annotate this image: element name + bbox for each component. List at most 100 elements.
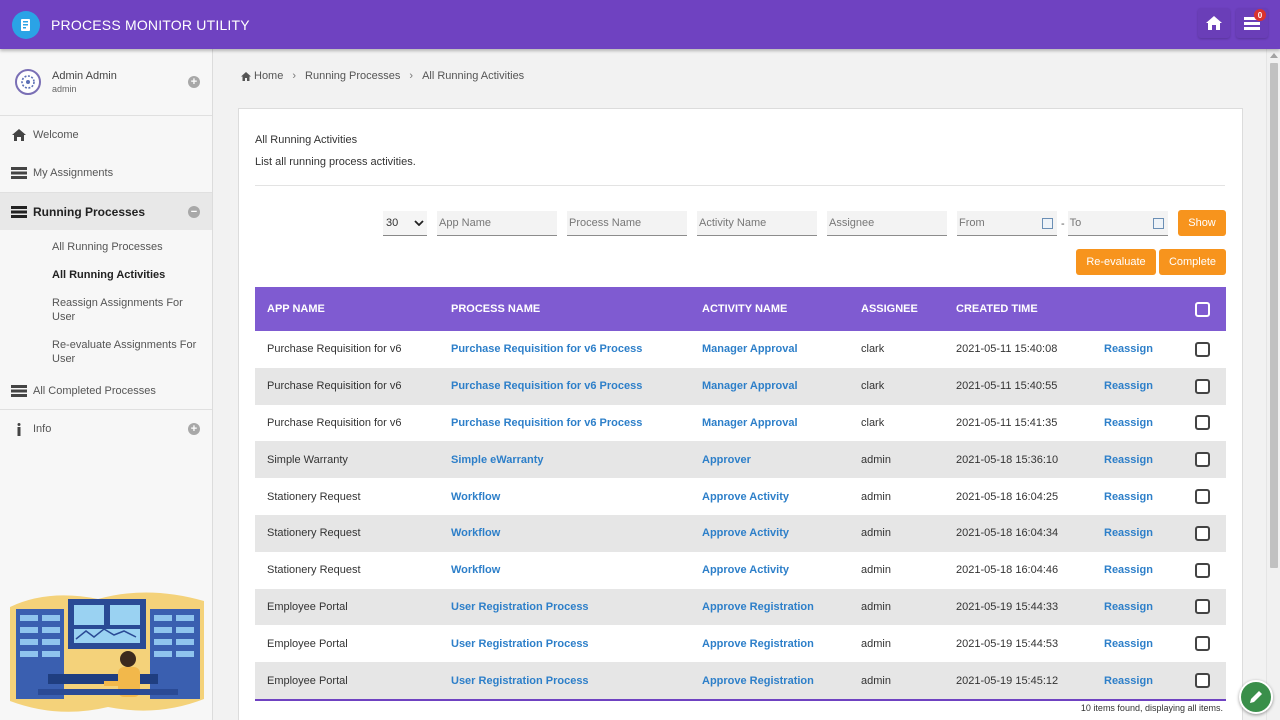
process-name-link[interactable]: Simple eWarranty xyxy=(451,453,544,466)
breadcrumb-running-processes-link[interactable]: Running Processes xyxy=(305,70,401,82)
to-date-input[interactable]: To xyxy=(1067,211,1168,236)
sidebar-subitem-all-running-processes[interactable]: All Running Processes xyxy=(52,241,163,253)
column-header-process-name[interactable]: PROCESS NAME xyxy=(451,303,541,315)
process-name-link[interactable]: Purchase Requisition for v6 Process xyxy=(451,380,643,393)
column-header-app-name[interactable]: APP NAME xyxy=(267,303,325,315)
process-name-link[interactable]: User Registration Process xyxy=(451,674,589,687)
activity-name-link[interactable]: Approve Registration xyxy=(702,637,814,650)
process-name-link[interactable]: Workflow xyxy=(451,527,501,540)
panel-title: All Running Activities xyxy=(255,134,358,146)
reassign-link[interactable]: Reassign xyxy=(1104,490,1153,503)
process-name-link[interactable]: Purchase Requisition for v6 Process xyxy=(451,343,643,356)
cell-app-name: Employee Portal xyxy=(267,600,348,613)
assignee-input[interactable]: Assignee xyxy=(827,211,947,236)
reassign-link[interactable]: Reassign xyxy=(1104,674,1153,687)
activity-name-link[interactable]: Approve Activity xyxy=(702,490,790,503)
cell-created-time: 2021-05-11 15:40:55 xyxy=(956,380,1058,393)
expand-plus-icon[interactable]: + xyxy=(188,76,200,88)
app-name-input[interactable]: App Name xyxy=(437,211,557,236)
row-checkbox[interactable] xyxy=(1194,525,1210,541)
activity-name-input[interactable]: Activity Name xyxy=(697,211,817,236)
process-name-link[interactable]: User Registration Process xyxy=(451,637,589,650)
calendar-icon[interactable] xyxy=(1152,218,1164,229)
from-date-placeholder: From xyxy=(959,217,985,229)
cell-assignee: admin xyxy=(861,453,891,466)
complete-button[interactable]: Complete xyxy=(1159,249,1226,275)
activity-name-link[interactable]: Manager Approval xyxy=(702,416,798,429)
reassign-link[interactable]: Reassign xyxy=(1104,527,1153,540)
process-name-input[interactable]: Process Name xyxy=(567,211,687,236)
sidebar-subitem-reevaluate-assignments[interactable]: Re-evaluate Assignments For User xyxy=(52,339,197,365)
sidebar-item-label: Info xyxy=(33,423,52,435)
reassign-link[interactable]: Reassign xyxy=(1104,453,1153,466)
reassign-link[interactable]: Reassign xyxy=(1104,600,1153,613)
process-name-link[interactable]: Workflow xyxy=(451,490,501,503)
sidebar-subitem-reassign-assignments[interactable]: Reassign Assignments For User xyxy=(52,297,183,323)
app-logo-icon[interactable] xyxy=(12,10,40,39)
collapse-minus-icon[interactable]: − xyxy=(188,206,200,218)
row-checkbox[interactable] xyxy=(1194,636,1210,652)
activity-name-link[interactable]: Approve Activity xyxy=(702,564,790,577)
sidebar-item-info[interactable]: Info + xyxy=(0,410,212,448)
cell-created-time: 2021-05-11 15:40:08 xyxy=(956,343,1058,356)
row-checkbox[interactable] xyxy=(1194,599,1210,615)
row-checkbox[interactable] xyxy=(1194,415,1210,431)
activity-name-link[interactable]: Approve Registration xyxy=(702,674,814,687)
breadcrumb-home-link[interactable]: Home xyxy=(254,70,284,82)
column-header-created-time[interactable]: CREATED TIME xyxy=(956,303,1038,315)
sidebar-item-label: Welcome xyxy=(33,129,79,141)
reassign-link[interactable]: Reassign xyxy=(1104,380,1153,393)
page-size-select[interactable]: 30 xyxy=(383,211,427,236)
to-date-placeholder: To xyxy=(1069,217,1082,229)
row-checkbox[interactable] xyxy=(1194,452,1210,468)
row-checkbox[interactable] xyxy=(1194,341,1210,357)
home-button[interactable] xyxy=(1198,8,1230,38)
select-all-checkbox[interactable] xyxy=(1194,301,1210,317)
process-name-link[interactable]: Purchase Requisition for v6 Process xyxy=(451,416,643,429)
expand-plus-icon[interactable]: + xyxy=(188,423,200,435)
reassign-link[interactable]: Reassign xyxy=(1104,343,1153,356)
table-row: Stationery Request Workflow Approve Activi… xyxy=(255,552,1226,589)
row-checkbox[interactable] xyxy=(1194,489,1210,505)
chevron-right-icon: › xyxy=(409,70,414,82)
from-date-input[interactable]: From xyxy=(957,211,1057,236)
sidebar-item-all-completed-processes[interactable]: All Completed Processes xyxy=(0,373,212,409)
items-count-text: 10 items found, displaying all items. xyxy=(1080,703,1223,713)
calendar-icon[interactable] xyxy=(1042,218,1053,229)
cell-created-time: 2021-05-18 16:04:25 xyxy=(956,490,1059,503)
sidebar-item-my-assignments[interactable]: My Assignments xyxy=(0,154,212,192)
filter-bar: 30 App Name Process Name Activity Name A… xyxy=(383,211,1168,236)
cell-app-name: Stationery Request xyxy=(267,490,361,503)
activities-table: APP NAME PROCESS NAME ACTIVITY NAME ASSI… xyxy=(255,287,1226,701)
scroll-thumb[interactable] xyxy=(1270,63,1278,568)
notifications-button[interactable]: 0 xyxy=(1236,8,1268,38)
activity-name-link[interactable]: Approver xyxy=(702,453,751,466)
process-name-link[interactable]: User Registration Process xyxy=(451,600,589,613)
cell-created-time: 2021-05-19 15:45:12 xyxy=(956,674,1059,687)
sidebar-subitem-all-running-activities[interactable]: All Running Activities xyxy=(52,269,166,281)
activity-name-link[interactable]: Approve Activity xyxy=(702,527,790,540)
reassign-link[interactable]: Reassign xyxy=(1104,416,1153,429)
scroll-up-icon[interactable] xyxy=(1270,53,1278,58)
activity-name-link[interactable]: Manager Approval xyxy=(702,380,798,393)
sidebar-item-welcome[interactable]: Welcome xyxy=(0,116,212,154)
process-name-link[interactable]: Workflow xyxy=(451,564,501,577)
sidebar-item-running-processes[interactable]: Running Processes − xyxy=(0,192,212,230)
user-role: admin xyxy=(52,84,77,94)
cell-app-name: Stationery Request xyxy=(267,564,361,577)
user-profile[interactable]: Admin Admin admin + xyxy=(0,49,212,116)
activity-name-link[interactable]: Approve Registration xyxy=(702,600,814,613)
reassign-link[interactable]: Reassign xyxy=(1104,637,1153,650)
show-button[interactable]: Show xyxy=(1178,210,1226,236)
edit-fab-button[interactable] xyxy=(1239,680,1273,714)
row-checkbox[interactable] xyxy=(1194,378,1210,394)
table-header: APP NAME PROCESS NAME ACTIVITY NAME ASSI… xyxy=(255,287,1226,331)
vertical-scrollbar[interactable] xyxy=(1266,49,1280,720)
reassign-link[interactable]: Reassign xyxy=(1104,564,1153,577)
column-header-assignee[interactable]: ASSIGNEE xyxy=(861,303,918,315)
activity-name-link[interactable]: Manager Approval xyxy=(702,343,798,356)
row-checkbox[interactable] xyxy=(1194,673,1210,689)
reevaluate-button[interactable]: Re-evaluate xyxy=(1076,249,1156,275)
row-checkbox[interactable] xyxy=(1194,562,1210,578)
column-header-activity-name[interactable]: ACTIVITY NAME xyxy=(702,303,788,315)
